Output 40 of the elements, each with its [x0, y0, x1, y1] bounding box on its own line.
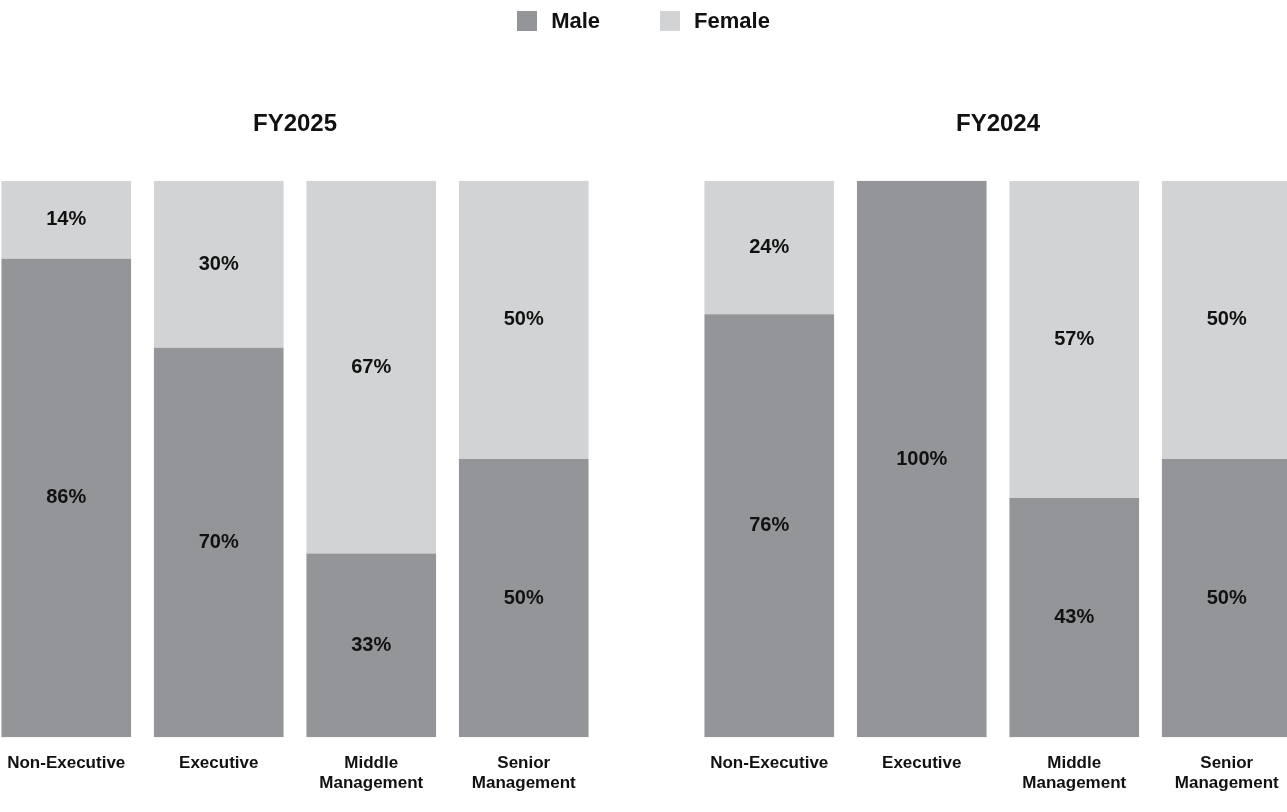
bar: [306, 553, 437, 738]
data-label: 70%: [198, 529, 239, 552]
data-label: 57%: [1054, 326, 1095, 349]
legend-label: Female: [694, 8, 770, 34]
chart-title: FY2025: [252, 109, 338, 137]
data-label: 100%: [896, 446, 948, 469]
x-tick-label: Non-Executive: [710, 753, 829, 773]
x-tick-label: Middle Management: [1022, 753, 1127, 793]
bar: [458, 459, 589, 738]
bar: [306, 180, 437, 554]
bar: [1009, 180, 1140, 498]
x-tick-label: Executive: [882, 753, 962, 773]
x-tick-label: Executive: [179, 753, 259, 773]
x-tick-label: Senior Management: [1174, 753, 1280, 793]
bar: [704, 314, 835, 738]
bar: [458, 180, 589, 459]
data-label: 50%: [503, 585, 544, 608]
bar: [1009, 497, 1140, 738]
data-label: 43%: [1054, 605, 1095, 628]
x-tick-label: Middle Management: [319, 753, 424, 793]
data-label: 50%: [503, 307, 544, 330]
legend-label: Male: [551, 8, 601, 34]
data-label: 14%: [46, 207, 87, 230]
x-tick-label: Non-Executive: [7, 753, 126, 773]
data-label: 50%: [1206, 585, 1247, 608]
bar: [153, 347, 284, 738]
data-label: 24%: [749, 235, 790, 258]
bar: [1, 180, 132, 259]
bar: [153, 180, 284, 348]
data-label: 67%: [351, 354, 392, 377]
x-tick-label: Senior Management: [471, 753, 577, 793]
bar: [856, 180, 987, 738]
bar: [704, 180, 835, 315]
chart-title: FY2024: [955, 109, 1041, 137]
bar: [1, 258, 132, 738]
data-label: 76%: [749, 513, 790, 536]
data-label: 30%: [198, 251, 239, 274]
data-label: 50%: [1206, 307, 1247, 330]
data-label: 33%: [351, 632, 392, 655]
data-label: 86%: [46, 485, 87, 508]
